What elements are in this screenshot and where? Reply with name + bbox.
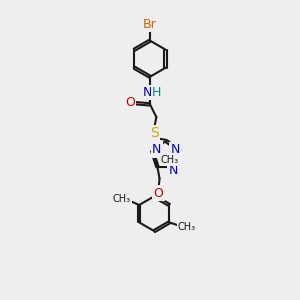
Text: S: S	[150, 126, 159, 140]
Text: Br: Br	[143, 18, 157, 31]
Text: CH₃: CH₃	[178, 222, 196, 232]
Text: N: N	[170, 143, 180, 156]
Text: N: N	[152, 143, 162, 156]
Text: O: O	[154, 187, 164, 200]
Text: CH₃: CH₃	[112, 194, 130, 204]
Text: H: H	[152, 86, 161, 99]
Text: O: O	[125, 96, 135, 110]
Text: N: N	[143, 86, 152, 99]
Text: CH₃: CH₃	[161, 155, 179, 165]
Text: N: N	[169, 164, 178, 177]
